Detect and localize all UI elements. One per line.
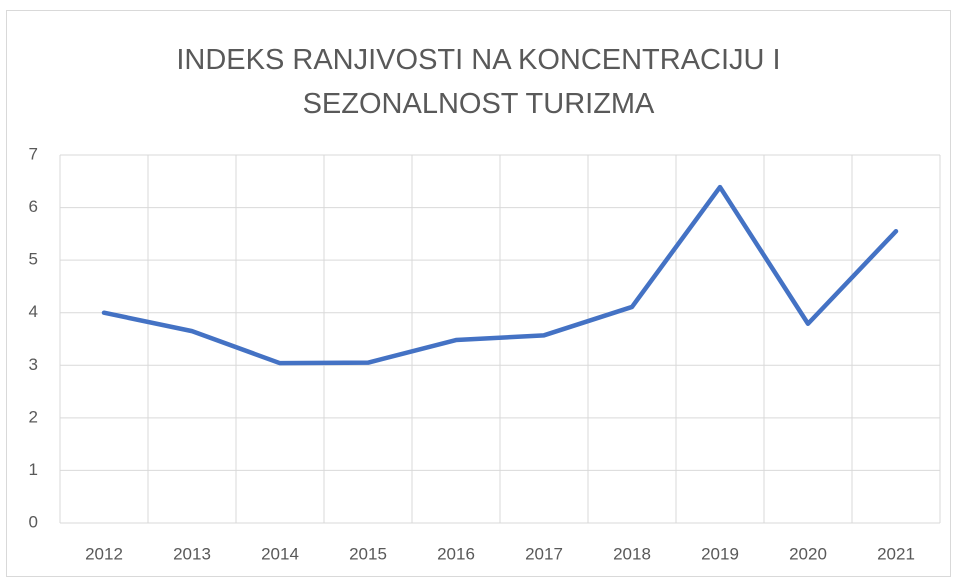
x-tick-label: 2019 xyxy=(701,544,739,563)
x-tick-label: 2014 xyxy=(261,544,299,563)
x-tick-label: 2021 xyxy=(877,544,915,563)
y-tick-label: 6 xyxy=(29,197,38,216)
x-tick-label: 2020 xyxy=(789,544,827,563)
chart-title: INDEKS RANJIVOSTI NA KONCENTRACIJU I SEZ… xyxy=(176,44,781,120)
y-tick-label: 3 xyxy=(29,355,38,374)
x-tick-label: 2012 xyxy=(85,544,123,563)
y-tick-label: 4 xyxy=(29,302,38,321)
x-tick-label: 2018 xyxy=(613,544,651,563)
chart-border xyxy=(6,10,951,577)
y-tick-label: 7 xyxy=(29,144,38,163)
data-line xyxy=(101,184,899,366)
y-tick-label: 2 xyxy=(29,407,38,426)
x-tick-label: 2016 xyxy=(437,544,475,563)
y-tick-label: 5 xyxy=(29,250,38,269)
x-tick-label: 2015 xyxy=(349,544,387,563)
x-tick-label: 2013 xyxy=(173,544,211,563)
y-tick-label: 0 xyxy=(29,512,38,531)
x-tick-label: 2017 xyxy=(525,544,563,563)
y-tick-label: 1 xyxy=(29,460,38,479)
